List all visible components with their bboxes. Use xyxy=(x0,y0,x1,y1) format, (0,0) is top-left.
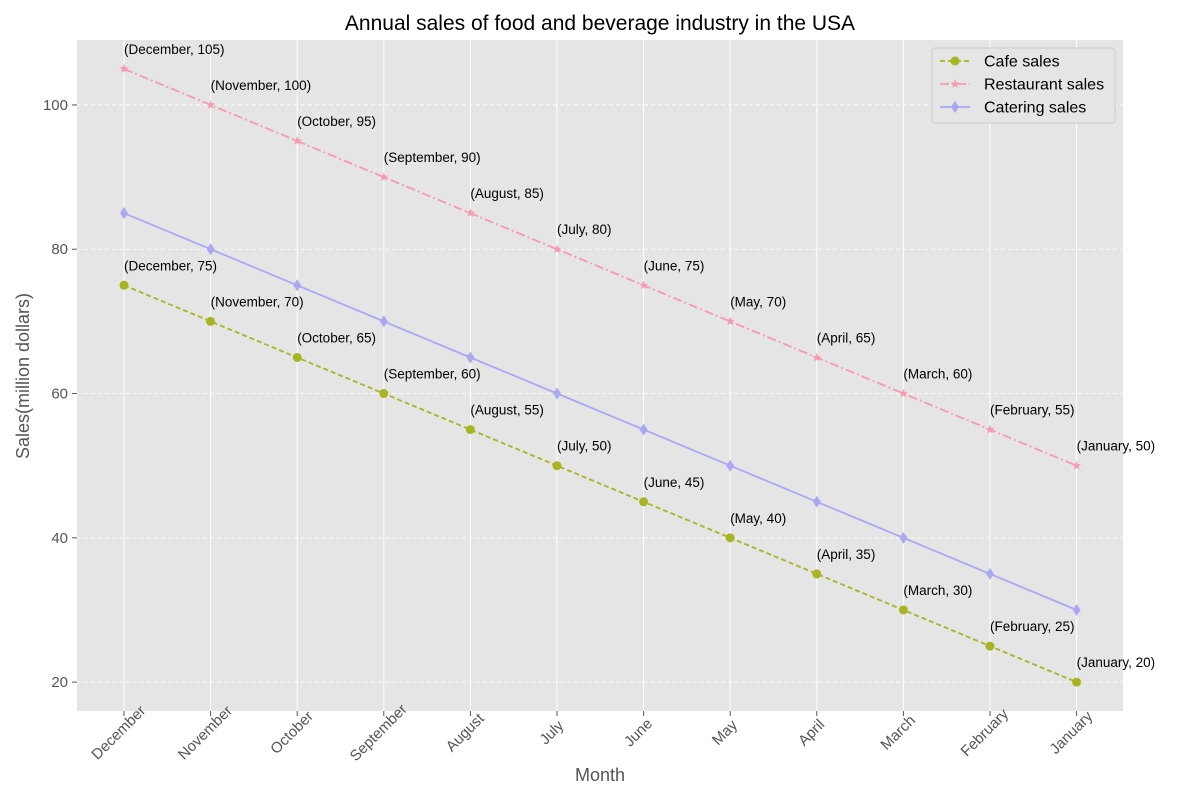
y-tick-label: 80 xyxy=(51,241,68,258)
series-catering-sales xyxy=(120,207,1081,616)
legend-label-catering-sales: Catering sales xyxy=(984,100,1086,117)
legend-label-restaurant-sales: Restaurant sales xyxy=(984,77,1104,94)
cafe-sales-data-label: (December, 75) xyxy=(124,258,217,273)
cafe-sales-line xyxy=(123,284,1077,683)
restaurant-sales-point xyxy=(639,280,649,290)
cafe-sales-data-label: (March, 30) xyxy=(903,583,972,598)
catering-sales-point xyxy=(1072,603,1081,616)
legend-label-cafe-sales: Cafe sales xyxy=(984,54,1060,71)
y-axis-ticks: 20 40 60 80 100 xyxy=(43,97,77,691)
cafe-sales-point xyxy=(292,352,302,362)
restaurant-sales-data-label: (March, 60) xyxy=(903,367,972,382)
restaurant-sales-data-label: (July, 80) xyxy=(557,222,612,237)
cafe-sales-data-label: (August, 55) xyxy=(470,403,544,418)
catering-sales-point xyxy=(293,279,302,292)
catering-sales-point xyxy=(986,567,994,580)
x-axis-label: Month xyxy=(575,765,625,785)
plot-area xyxy=(77,40,1123,711)
cafe-sales-point xyxy=(898,605,908,615)
restaurant-sales-point xyxy=(552,244,562,254)
restaurant-sales-point xyxy=(379,172,389,181)
restaurant-sales-point xyxy=(898,388,908,398)
restaurant-sales-point xyxy=(119,64,129,73)
catering-sales-point xyxy=(466,351,475,364)
catering-sales-point xyxy=(379,315,388,328)
cafe-sales-data-label: (October, 65) xyxy=(297,330,376,345)
catering-sales-point xyxy=(120,207,128,220)
cafe-sales-point xyxy=(725,533,735,543)
catering-sales-point xyxy=(553,387,561,400)
series-layer xyxy=(119,64,1082,687)
series-cafe-sales xyxy=(119,280,1082,687)
cafe-sales-point xyxy=(465,425,475,435)
chart-title: Annual sales of food and beverage indust… xyxy=(345,12,855,35)
cafe-sales-point xyxy=(206,316,216,326)
cafe-sales-point xyxy=(119,280,129,290)
restaurant-sales-point xyxy=(465,208,475,218)
cafe-sales-data-label: (June, 45) xyxy=(644,475,705,490)
catering-sales-point xyxy=(899,531,908,544)
restaurant-sales-data-label: (August, 85) xyxy=(470,186,544,201)
restaurant-sales-data-label: (May, 70) xyxy=(730,294,786,309)
legend-marker-restaurant-sales xyxy=(950,79,960,88)
cafe-sales-data-label: (February, 25) xyxy=(990,619,1075,634)
y-axis-label: Sales(million dollars) xyxy=(13,293,33,459)
y-tick-label: 40 xyxy=(51,530,68,547)
restaurant-sales-data-label: (January, 50) xyxy=(1077,439,1156,454)
legend: Cafe sales Restaurant sales Catering sales xyxy=(931,47,1116,124)
legend-box xyxy=(931,47,1116,124)
cafe-sales-point xyxy=(552,461,562,471)
y-tick-label: 60 xyxy=(51,386,68,403)
catering-sales-point xyxy=(726,459,735,472)
cafe-sales-data-label: (November, 70) xyxy=(211,294,304,309)
legend-marker-cafe-sales xyxy=(950,56,960,66)
restaurant-sales-data-label: (February, 55) xyxy=(990,403,1075,418)
restaurant-sales-point xyxy=(725,316,735,326)
grid-lines xyxy=(77,40,1123,711)
series-restaurant-sales xyxy=(119,64,1082,470)
cafe-sales-data-label: (April, 35) xyxy=(817,547,876,562)
legend-marker-catering-sales xyxy=(951,101,959,113)
restaurant-sales-data-label: (June, 75) xyxy=(644,258,705,273)
restaurant-sales-data-label: (November, 100) xyxy=(211,78,312,93)
restaurant-sales-data-label: (December, 105) xyxy=(124,42,225,57)
catering-sales-point xyxy=(812,495,821,508)
restaurant-sales-point xyxy=(812,352,822,362)
restaurant-sales-data-label: (October, 95) xyxy=(297,114,376,129)
annotation-layer: (December, 75) (November, 70) (October, 65… xyxy=(124,42,1155,670)
catering-sales-point xyxy=(206,243,215,256)
cafe-sales-data-label: (January, 20) xyxy=(1077,655,1156,670)
y-tick-label: 100 xyxy=(43,97,68,114)
cafe-sales-point xyxy=(985,641,995,651)
restaurant-sales-data-label: (September, 90) xyxy=(384,150,481,165)
cafe-sales-point xyxy=(1072,677,1082,687)
restaurant-sales-point xyxy=(292,136,302,145)
restaurant-sales-line xyxy=(123,68,1077,467)
cafe-sales-data-label: (May, 40) xyxy=(730,511,786,526)
restaurant-sales-point xyxy=(206,100,216,109)
cafe-sales-data-label: (September, 60) xyxy=(384,367,481,382)
cafe-sales-point xyxy=(639,497,649,507)
restaurant-sales-point xyxy=(1072,460,1082,470)
catering-sales-point xyxy=(639,423,648,436)
restaurant-sales-data-label: (April, 65) xyxy=(817,330,876,345)
y-tick-label: 20 xyxy=(51,674,68,691)
cafe-sales-point xyxy=(379,389,389,399)
catering-sales-line xyxy=(123,212,1077,611)
cafe-sales-point xyxy=(812,569,822,579)
restaurant-sales-point xyxy=(985,424,995,434)
cafe-sales-data-label: (July, 50) xyxy=(557,439,612,454)
